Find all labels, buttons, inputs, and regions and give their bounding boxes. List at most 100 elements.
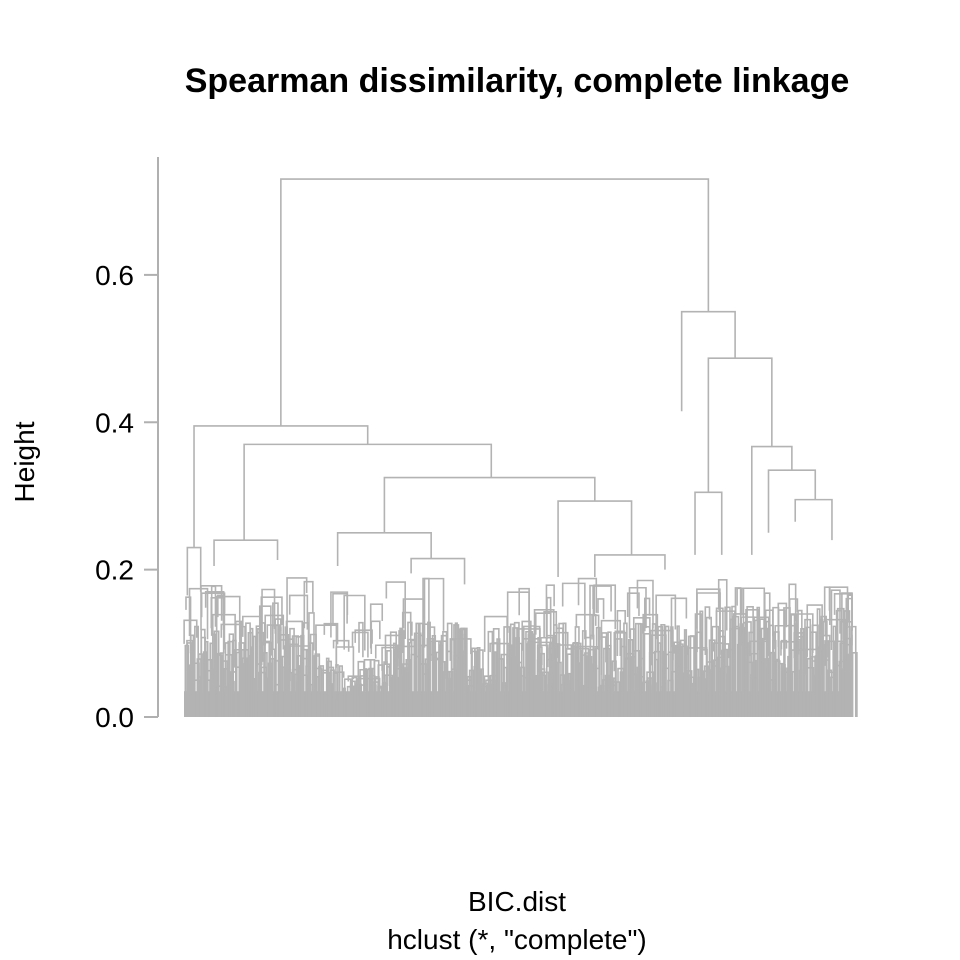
mid-link <box>780 639 788 650</box>
mid-link <box>407 621 413 668</box>
mid-link <box>358 621 364 658</box>
mid-link <box>600 636 607 675</box>
mid-link <box>303 580 314 629</box>
mid-link <box>717 578 728 631</box>
leaf-link <box>660 624 666 717</box>
leaf-link <box>200 628 206 717</box>
leaf-link <box>476 646 481 717</box>
mid-link <box>561 582 586 640</box>
mid-link <box>600 619 622 656</box>
mid-link <box>819 634 831 672</box>
mid-link <box>704 606 711 655</box>
merge-link <box>193 425 369 548</box>
mid-link <box>429 640 448 679</box>
mid-link <box>188 587 209 640</box>
mid-link <box>643 597 651 632</box>
mid-link <box>185 596 192 654</box>
mid-link <box>824 640 830 666</box>
mid-link <box>696 592 721 655</box>
mid-link <box>333 671 345 683</box>
mid-link <box>832 640 848 664</box>
mid-link <box>351 631 369 658</box>
mid-link <box>272 602 279 649</box>
mid-link <box>686 647 708 680</box>
mid-link <box>370 620 381 655</box>
mid-link <box>343 594 366 651</box>
mid-link <box>534 612 552 635</box>
mid-link <box>577 577 598 613</box>
y-tick-label: 0.2 <box>95 555 134 586</box>
mid-link <box>788 583 797 642</box>
mid-link <box>790 649 808 682</box>
leaf-link <box>637 623 643 717</box>
mid-link <box>204 590 225 654</box>
mid-link <box>521 620 532 650</box>
merge-link <box>794 498 833 541</box>
mid-link <box>823 586 831 622</box>
leaf-link <box>643 632 652 717</box>
mid-link <box>636 579 654 629</box>
mid-link <box>764 609 774 640</box>
mid-link <box>774 624 797 655</box>
y-tick-label: 0.6 <box>95 260 134 291</box>
mid-link <box>258 605 272 656</box>
y-tick-label: 0.0 <box>95 702 134 733</box>
mid-link <box>347 675 360 687</box>
merge-link <box>280 178 710 426</box>
mid-link <box>575 613 597 628</box>
mid-link <box>626 592 640 617</box>
mid-link <box>489 642 511 653</box>
mid-link <box>518 587 530 649</box>
mid-link <box>545 584 555 647</box>
mid-link <box>401 611 412 654</box>
mid-link <box>289 643 299 673</box>
leaf-link <box>329 683 333 717</box>
mid-link <box>234 649 249 668</box>
mid-link <box>461 628 468 663</box>
mid-link <box>423 577 445 648</box>
mid-link <box>793 632 806 659</box>
mid-link <box>385 581 406 639</box>
mid-link <box>543 611 558 638</box>
leaf-link <box>846 626 851 717</box>
merge-link <box>751 445 793 555</box>
mid-link <box>374 644 400 659</box>
mid-link <box>740 587 766 617</box>
merge-link <box>383 476 596 533</box>
merge-link <box>410 557 466 585</box>
leaf-link <box>562 622 567 717</box>
leaf-link <box>777 609 786 717</box>
merge-link <box>694 491 723 555</box>
mid-link <box>553 631 569 649</box>
mid-link <box>200 584 223 630</box>
leaf-link <box>850 625 857 717</box>
mid-link <box>330 591 349 638</box>
merge-link <box>594 554 666 577</box>
mid-link <box>829 586 849 627</box>
mid-link <box>722 643 730 659</box>
y-axis-label: Height <box>9 421 40 502</box>
leaf-layer <box>183 577 858 717</box>
mid-link <box>557 644 573 669</box>
leaf-link <box>567 672 571 717</box>
mid-link <box>546 596 552 640</box>
mid-link <box>572 645 594 674</box>
merge-link <box>557 500 633 577</box>
mid-link <box>732 613 747 656</box>
merge-link <box>213 539 279 566</box>
mid-link <box>332 639 350 652</box>
leaf-link <box>695 631 703 717</box>
mid-link <box>335 646 355 680</box>
leaf-link <box>541 671 550 717</box>
y-tick-label: 0.4 <box>95 407 134 438</box>
mid-link <box>806 604 823 657</box>
mid-link <box>215 595 241 656</box>
mid-link <box>670 597 688 648</box>
leaf-link <box>607 631 612 717</box>
mid-link <box>565 647 590 666</box>
mid-link <box>315 624 338 666</box>
leaf-link <box>448 677 452 717</box>
mid-link <box>673 641 681 667</box>
leaf-link <box>463 633 468 717</box>
